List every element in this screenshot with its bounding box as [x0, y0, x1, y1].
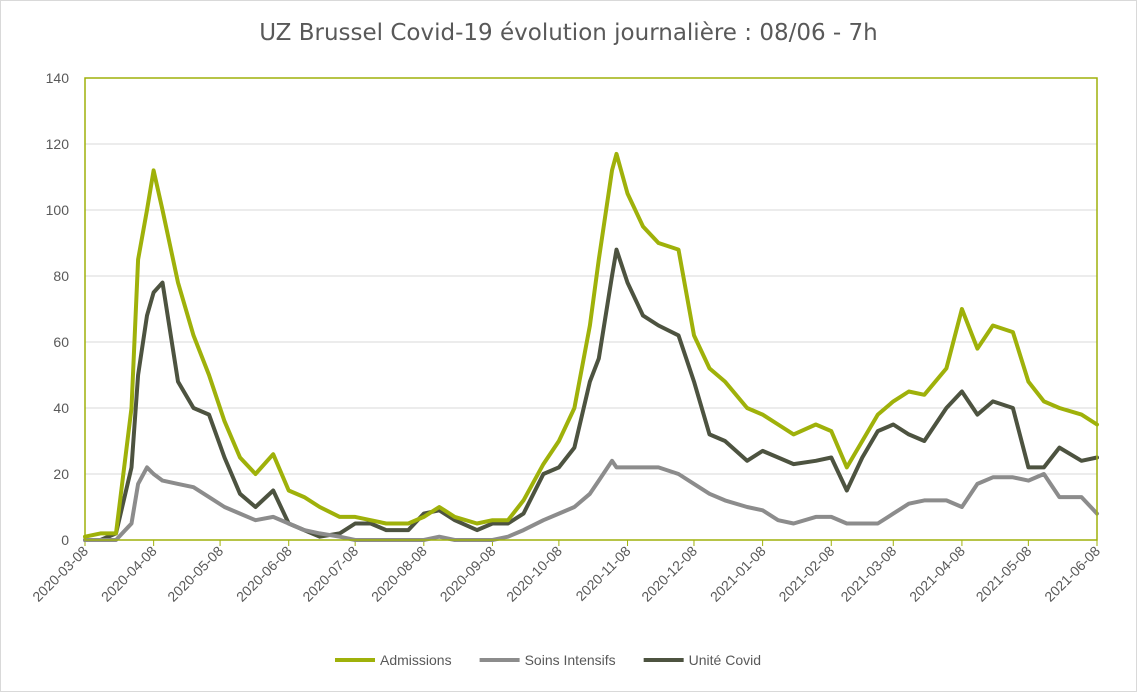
- x-tick-label: 2020-04-08: [98, 543, 160, 605]
- gridlines: [85, 77, 1097, 475]
- series-line-unit-covid: [83, 247, 1099, 542]
- plot-area-border: [84, 77, 1098, 541]
- series-lines: [83, 151, 1099, 542]
- x-tick-label: 2020-06-08: [233, 543, 295, 605]
- y-tick-label: 60: [53, 334, 69, 350]
- y-tick-label: 100: [46, 202, 70, 218]
- y-tick-label: 120: [46, 136, 70, 152]
- y-tick-label: 0: [61, 532, 69, 548]
- x-tick-label: 2020-11-08: [572, 543, 633, 604]
- legend-label: Soins Intensifs: [525, 652, 616, 668]
- x-tick-label: 2021-04-08: [906, 543, 968, 605]
- y-tick-label: 140: [46, 70, 70, 86]
- x-tick-label: 2021-05-08: [973, 543, 1035, 605]
- chart-title: UZ Brussel Covid-19 évolution journalièr…: [259, 20, 878, 46]
- x-tick-label: 2021-02-08: [775, 543, 837, 605]
- x-tick-label: 2020-09-08: [437, 543, 499, 605]
- series-line-soins-intensifs: [83, 458, 1099, 542]
- legend-label: Unité Covid: [689, 652, 761, 668]
- series-line-admissions: [83, 151, 1099, 539]
- y-tick-label: 80: [53, 268, 69, 284]
- x-tick-label: 2021-01-08: [707, 543, 769, 605]
- x-tick-label: 2021-06-08: [1041, 543, 1103, 605]
- y-tick-label: 40: [53, 400, 69, 416]
- x-tick-label: 2020-07-08: [299, 543, 361, 605]
- legend: Admissions Soins Intensifs Unité Covid: [335, 652, 761, 668]
- x-tick-label: 2020-03-08: [29, 543, 91, 605]
- y-tick-label: 20: [53, 466, 69, 482]
- x-tick-label: 2020-05-08: [164, 543, 226, 605]
- y-axis-ticks: 0 20 40 60 80 100 120 140: [46, 70, 70, 548]
- x-tick-label: 2020-12-08: [638, 543, 700, 605]
- x-tick-label: 2020-08-08: [368, 543, 430, 605]
- legend-label: Admissions: [380, 652, 452, 668]
- x-tick-label: 2020-10-08: [503, 543, 565, 605]
- x-axis-ticks: 2020-03-08 2020-04-08 2020-05-08 2020-06-08…: [29, 540, 1103, 605]
- x-tick-label: 2021-03-08: [837, 543, 899, 605]
